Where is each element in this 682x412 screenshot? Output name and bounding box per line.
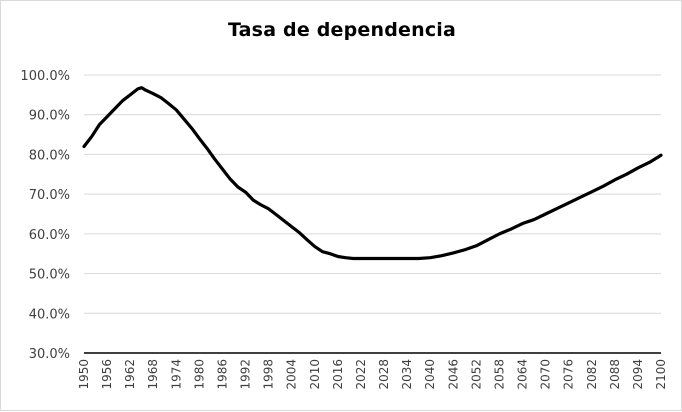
chart-title: Tasa de dependencia	[227, 19, 457, 41]
x-tick-label: 2064	[516, 359, 530, 390]
x-tick-label: 2076	[562, 359, 576, 390]
x-tick-label: 2016	[331, 359, 345, 390]
x-tick-label: 2052	[469, 359, 483, 390]
x-tick-label: 1968	[146, 359, 160, 390]
x-tick-label: 1986	[215, 359, 229, 390]
x-tick-label: 2004	[285, 359, 299, 390]
x-tick-label: 2088	[608, 359, 622, 390]
y-tick-label: 60.0%	[29, 228, 70, 243]
y-tick-label: 80.0%	[29, 148, 70, 163]
y-tick-label: 90.0%	[29, 109, 70, 124]
x-tick-label: 2094	[631, 359, 645, 390]
x-tick-label: 1950	[77, 359, 91, 390]
x-tick-label: 2034	[400, 359, 414, 390]
y-tick-label: 50.0%	[29, 268, 70, 283]
x-tick-label: 2100	[654, 359, 668, 390]
x-tick-label: 1974	[169, 359, 183, 390]
x-tick-label: 2070	[539, 359, 553, 390]
y-tick-label: 40.0%	[29, 307, 70, 322]
x-tick-label: 1998	[262, 359, 276, 390]
x-tick-label: 2046	[446, 359, 460, 390]
x-tick-label: 1962	[123, 359, 137, 390]
x-tick-label: 2082	[585, 359, 599, 390]
x-tick-label: 1956	[100, 359, 114, 390]
y-tick-label: 70.0%	[29, 188, 70, 203]
series-line	[82, 86, 663, 261]
y-tick-label: 100.0%	[20, 69, 70, 84]
x-tick-label: 1992	[239, 359, 253, 390]
y-tick-label: 30.0%	[29, 347, 70, 362]
x-tick-label: 1980	[192, 359, 206, 390]
x-tick-label: 2028	[377, 359, 391, 390]
x-tick-label: 2022	[354, 359, 368, 390]
x-tick-label: 2040	[423, 359, 437, 390]
x-tick-label: 2010	[308, 359, 322, 390]
x-tick-label: 2058	[492, 359, 506, 390]
